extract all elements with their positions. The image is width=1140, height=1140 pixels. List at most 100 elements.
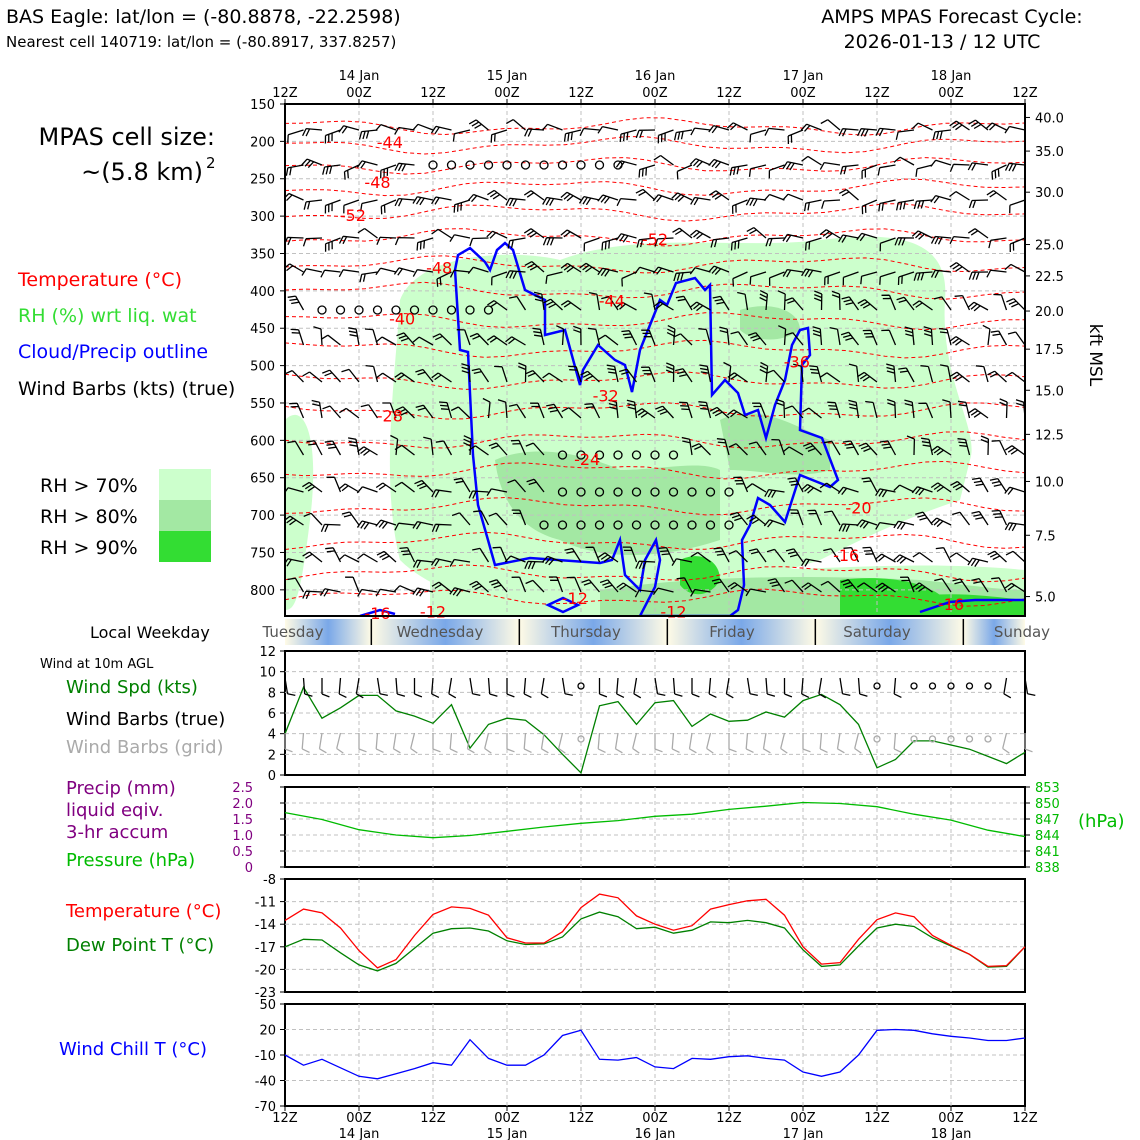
wind-barb bbox=[856, 582, 878, 593]
wind-barb bbox=[393, 267, 415, 276]
wind-barbs bbox=[285, 119, 1025, 599]
wind-barb-10m bbox=[746, 677, 758, 697]
wind-barb bbox=[820, 580, 841, 593]
wind-barb bbox=[900, 576, 915, 593]
legend-item-1: Temperature (°C) bbox=[17, 269, 182, 291]
wind-barb bbox=[510, 439, 527, 456]
wind-barb bbox=[357, 446, 378, 456]
rh-region-2 bbox=[285, 414, 314, 610]
wind-barb bbox=[860, 271, 878, 285]
wind-barb bbox=[991, 577, 1008, 593]
wind-barb bbox=[320, 334, 341, 346]
wind-barb bbox=[911, 486, 933, 496]
precip-tick-label: 2.0 bbox=[232, 797, 253, 812]
wind-barb bbox=[728, 443, 748, 456]
wind-barb bbox=[357, 227, 378, 239]
wind-barb bbox=[505, 336, 526, 346]
precip-tick-label: 1.5 bbox=[232, 813, 253, 828]
wind-barb bbox=[430, 125, 452, 135]
wind-barb bbox=[412, 559, 434, 568]
bottom-hour-label: 12Z bbox=[420, 1111, 446, 1126]
wind-barb bbox=[764, 488, 785, 498]
wind-barb bbox=[967, 557, 989, 567]
wind-barb bbox=[532, 327, 545, 346]
cycle-title: AMPS MPAS Forecast Cycle: bbox=[821, 6, 1082, 28]
wind-barb bbox=[691, 443, 711, 456]
wind-barb bbox=[708, 190, 730, 201]
wind-barb bbox=[302, 481, 323, 493]
wind-barb bbox=[768, 271, 785, 286]
wind-barb bbox=[453, 477, 471, 493]
wind-barb bbox=[560, 191, 582, 202]
wind-barb bbox=[823, 510, 841, 526]
wind-barb bbox=[339, 407, 360, 419]
wind-barb bbox=[731, 199, 748, 214]
wind-barb bbox=[952, 578, 971, 593]
wind-barb bbox=[673, 333, 693, 346]
wind-barb bbox=[949, 163, 970, 172]
wind-barb bbox=[566, 576, 582, 593]
temp-label-9: -32 bbox=[593, 386, 619, 405]
wind-barb bbox=[920, 365, 934, 383]
wind-barb bbox=[508, 295, 527, 311]
wind-barb bbox=[921, 437, 934, 456]
wind-barb bbox=[482, 397, 491, 419]
wind-barb bbox=[676, 577, 693, 593]
wind-barb bbox=[991, 509, 1008, 526]
wind-barb bbox=[912, 582, 933, 593]
wind-barb bbox=[827, 401, 841, 419]
wind-barb bbox=[745, 483, 767, 493]
wind-barb bbox=[765, 237, 785, 247]
wind-barb bbox=[861, 199, 878, 215]
wind-barb-10m bbox=[633, 677, 642, 699]
wind-barb bbox=[525, 579, 545, 593]
wind-barb bbox=[689, 229, 711, 240]
wind-barb bbox=[641, 366, 656, 383]
wind-barb-grid bbox=[392, 732, 401, 754]
wind-barb bbox=[324, 129, 341, 144]
wind-barb bbox=[893, 484, 915, 493]
wind-barb-10m bbox=[783, 678, 793, 698]
wind-barb bbox=[812, 326, 823, 346]
calm-circle bbox=[594, 520, 605, 530]
kft-tick-label: 30.0 bbox=[1035, 186, 1064, 201]
rh-region-8 bbox=[680, 556, 720, 595]
wind-barb-10m bbox=[839, 677, 851, 697]
wind-barb bbox=[359, 271, 378, 283]
wind-barb bbox=[980, 435, 990, 456]
wind-barb bbox=[324, 440, 342, 456]
calm-circle-10m bbox=[965, 682, 974, 690]
wind-barb bbox=[412, 587, 434, 597]
wind-barb bbox=[545, 271, 563, 284]
wind-barb bbox=[804, 237, 822, 251]
temp-label-7: -40 bbox=[389, 309, 415, 328]
wind-barb bbox=[394, 162, 415, 172]
wind-barb bbox=[857, 128, 878, 137]
wind-barb bbox=[524, 261, 545, 273]
isotherm-line bbox=[285, 339, 1025, 359]
wind-barb bbox=[375, 336, 397, 346]
wind-barb bbox=[396, 332, 415, 346]
kft-tick-label: 5.0 bbox=[1035, 591, 1056, 606]
temp-label-17: -12 bbox=[660, 602, 686, 621]
wind-barb-grid bbox=[466, 732, 475, 754]
isotherm-line bbox=[285, 203, 1025, 222]
wind-barb bbox=[1009, 199, 1025, 214]
weekday-label-friday: Friday bbox=[709, 623, 755, 641]
wind-barb bbox=[967, 162, 989, 171]
wind-barb-grid bbox=[506, 733, 515, 753]
pressure-tick-label-right: 838 bbox=[1035, 861, 1060, 876]
top-day-label-4: 17 Jan bbox=[783, 69, 824, 84]
bottom-day-label-1: 14 Jan bbox=[339, 1127, 380, 1140]
wind-barb bbox=[748, 441, 767, 456]
wind-barb bbox=[708, 265, 730, 276]
precip-tick-label: 0.5 bbox=[232, 845, 253, 860]
wind-barb bbox=[881, 329, 897, 346]
wind-barb-grid bbox=[614, 732, 623, 754]
wind-barb bbox=[488, 579, 508, 593]
wind-barb bbox=[507, 237, 526, 249]
cloud-outline-low-right bbox=[919, 598, 1025, 614]
calm-circle bbox=[391, 305, 401, 315]
wind-barb bbox=[747, 332, 767, 346]
wind-barb bbox=[730, 331, 749, 346]
